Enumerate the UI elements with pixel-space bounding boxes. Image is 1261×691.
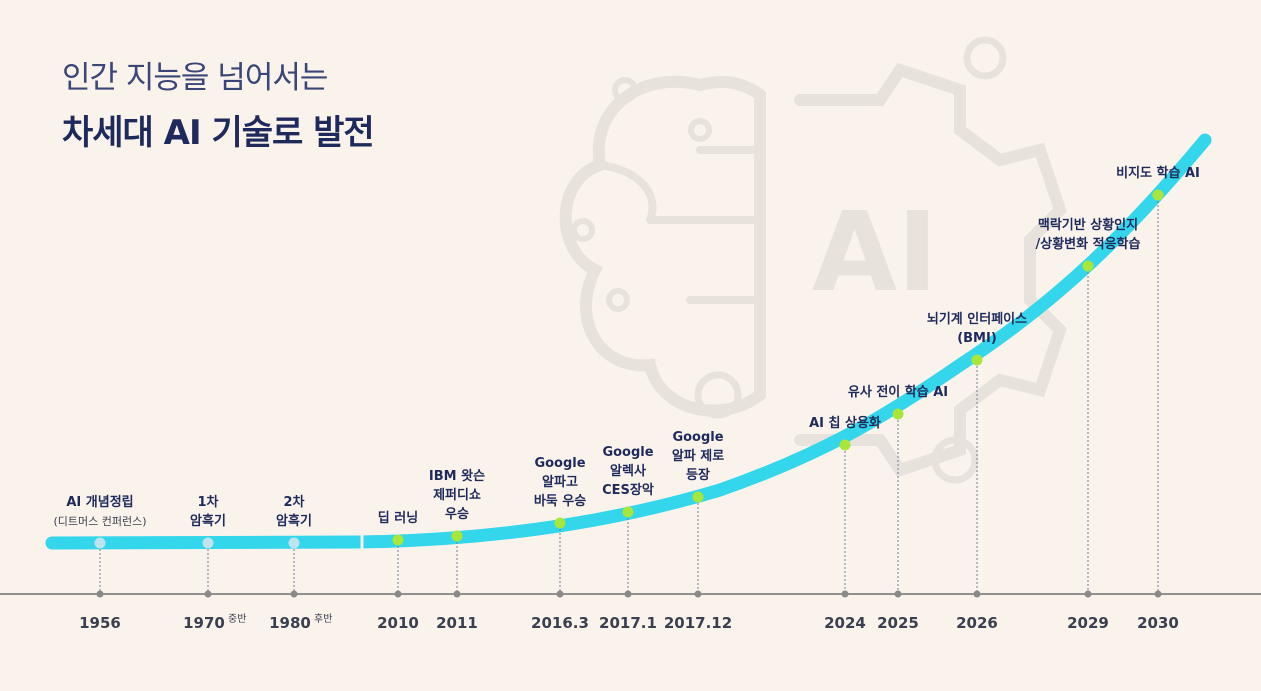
circuit-node-icon xyxy=(606,288,630,312)
year-label: 1980 xyxy=(269,614,311,632)
gear-outline-icon xyxy=(794,62,1067,478)
milestone-dot xyxy=(288,537,300,549)
year-suffix: 중반 xyxy=(228,613,246,625)
year-suffix: 후반 xyxy=(314,613,332,625)
axis-tick xyxy=(556,590,564,598)
event-sublabel: (디트머스 컨퍼런스) xyxy=(53,515,146,528)
year-label: 2011 xyxy=(436,614,478,632)
milestone-dot xyxy=(392,534,404,546)
event-label: Google xyxy=(602,445,653,460)
year-label: 2026 xyxy=(956,614,998,632)
milestone-dot xyxy=(1082,260,1094,272)
milestone-dot xyxy=(202,537,214,549)
milestone-dot xyxy=(971,354,983,366)
axis-tick xyxy=(290,590,298,598)
milestone-dot xyxy=(554,517,566,529)
milestone-10: 2026 뇌기계 인터페이스 (BMI) xyxy=(927,311,1027,632)
year-label: 2016.3 xyxy=(531,614,589,632)
milestone-0: 1956 AI 개념정립 (디트머스 컨퍼런스) xyxy=(53,494,146,632)
milestone-dot xyxy=(451,530,463,542)
watermark: AI xyxy=(559,36,1067,484)
event-label: 등장 xyxy=(686,467,710,483)
milestone-11: 2029 맥락기반 상황인지/상황변화 적응학습 xyxy=(1036,217,1141,632)
event-label: 바둑 우승 xyxy=(534,493,586,509)
axis-tick xyxy=(96,590,104,598)
axis-tick xyxy=(394,590,402,598)
event-label: CES장악 xyxy=(602,482,654,498)
page-title-line1: 인간 지능을 넘어서는 xyxy=(62,60,328,96)
year-label: 1956 xyxy=(79,614,121,632)
event-label: 알렉사 xyxy=(610,463,646,479)
axis-tick xyxy=(894,590,902,598)
brain-circuit-icon xyxy=(559,75,766,417)
axis-tick xyxy=(694,590,702,598)
milestone-8: 2024 AI 칩 상용화 xyxy=(809,415,881,632)
year-label: 2024 xyxy=(824,614,866,632)
event-label: 우승 xyxy=(445,507,469,522)
event-label: AI 개념정립 xyxy=(66,494,133,510)
axis-tick xyxy=(204,590,212,598)
growth-curve xyxy=(45,133,1212,550)
event-label: 1차 xyxy=(197,494,218,510)
brain-inner-lines xyxy=(596,146,764,304)
event-label: 딥 러닝 xyxy=(378,510,418,526)
milestone-9: 2025 유사 전이 학습 AI xyxy=(848,384,948,632)
milestone-dot xyxy=(1152,189,1164,201)
milestone-6: 2017.1 Google 알렉사 CES장악 xyxy=(599,445,657,632)
axis-tick xyxy=(453,590,461,598)
axis-tick xyxy=(973,590,981,598)
gear-icon xyxy=(694,371,742,419)
milestone-dot xyxy=(622,506,634,518)
milestone-dot xyxy=(692,491,704,503)
axis-tick xyxy=(624,590,632,598)
event-label: AI 칩 상용화 xyxy=(809,415,881,431)
watermark-ai-text: AI xyxy=(812,188,938,316)
milestone-12: 2030 비지도 학습 AI xyxy=(1116,165,1200,632)
axis-tick xyxy=(1154,590,1162,598)
event-label: 맥락기반 상황인지 xyxy=(1038,217,1138,233)
event-label: 제퍼디쇼 xyxy=(433,487,481,503)
event-label: Google xyxy=(534,456,585,471)
milestone-dot xyxy=(94,537,106,549)
event-label: 2차 xyxy=(283,494,304,510)
milestone-dot xyxy=(839,439,851,451)
circuit-node-icon xyxy=(612,77,638,103)
milestone-dot xyxy=(892,408,904,420)
event-label: 알파고 xyxy=(542,475,578,490)
year-label: 2017.1 xyxy=(599,614,657,632)
event-label: IBM 왓슨 xyxy=(429,469,485,484)
year-label: 2017.12 xyxy=(664,614,732,632)
event-label: /상황변화 적응학습 xyxy=(1036,236,1141,252)
event-label: 암흑기 xyxy=(190,513,226,529)
year-label: 2010 xyxy=(377,614,419,632)
page-title-line2: 차세대 AI 기술로 발전 xyxy=(62,113,375,153)
event-label: 암흑기 xyxy=(276,513,312,529)
event-label: Google xyxy=(672,430,723,445)
circuit-node-icon xyxy=(571,218,595,242)
event-label: 뇌기계 인터페이스 xyxy=(927,311,1027,327)
year-label: 1970 xyxy=(183,614,225,632)
event-label: 알파 제로 xyxy=(672,449,724,464)
year-label: 2025 xyxy=(877,614,919,632)
axis-tick xyxy=(1084,590,1092,598)
year-label: 2029 xyxy=(1067,614,1109,632)
year-label: 2030 xyxy=(1137,614,1179,632)
milestone-3: 2010 딥 러닝 xyxy=(377,510,419,632)
gear-icon xyxy=(963,36,1007,80)
axis-tick xyxy=(841,590,849,598)
gear-icon xyxy=(931,436,979,484)
event-label: (BMI) xyxy=(957,331,997,346)
event-label: 비지도 학습 AI xyxy=(1116,165,1200,181)
circuit-node-icon xyxy=(688,118,712,142)
event-label: 유사 전이 학습 AI xyxy=(848,384,948,400)
